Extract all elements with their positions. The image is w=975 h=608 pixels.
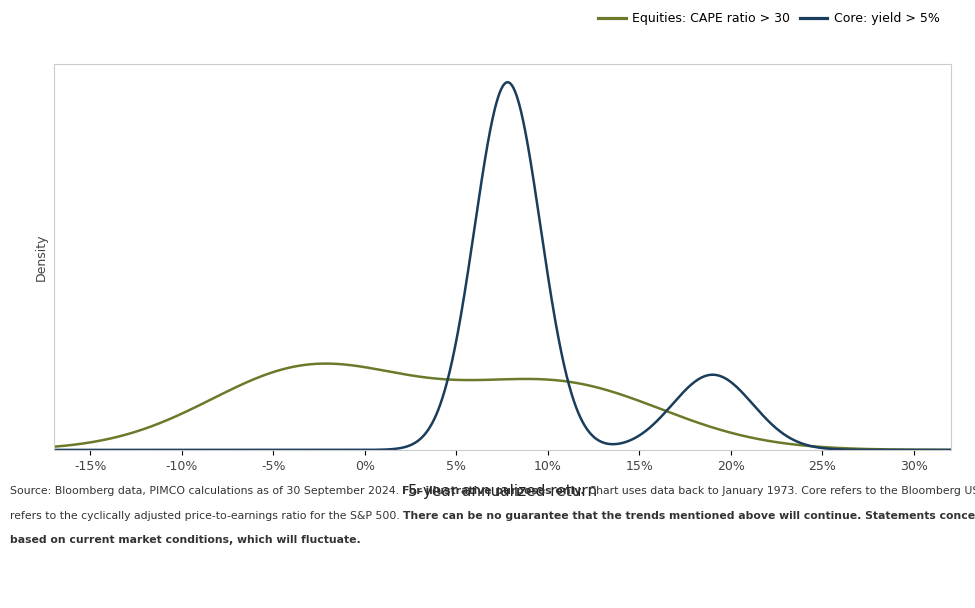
Legend: Equities: CAPE ratio > 30, Core: yield > 5%: Equities: CAPE ratio > 30, Core: yield >… <box>593 7 945 30</box>
Y-axis label: Density: Density <box>35 233 48 281</box>
Text: Source: Bloomberg data, PIMCO calculations as of 30 September 2024.: Source: Bloomberg data, PIMCO calculatio… <box>10 486 403 496</box>
Text: There can be no guarantee that the trends mentioned above will continue. Stateme: There can be no guarantee that the trend… <box>403 511 975 520</box>
Text: based on current market conditions, which will fluctuate.: based on current market conditions, whic… <box>10 535 361 545</box>
Text: Chart uses data back to January 1973. Core refers to the Bloomberg US Aggregate : Chart uses data back to January 1973. Co… <box>585 486 975 496</box>
Text: refers to the cyclically adjusted price-to-earnings ratio for the S&P 500.: refers to the cyclically adjusted price-… <box>10 511 403 520</box>
Text: For illustrative purposes only.: For illustrative purposes only. <box>403 486 585 496</box>
X-axis label: 5-year annualized return: 5-year annualized return <box>408 484 597 499</box>
